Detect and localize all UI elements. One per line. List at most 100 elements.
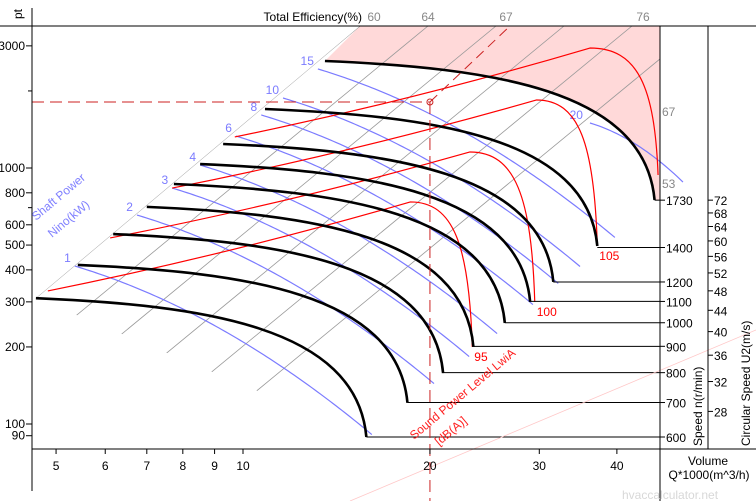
speed-tick-label: 700: [666, 397, 686, 411]
sound-power-line: [234, 47, 659, 176]
x-tick-label: 20: [423, 459, 437, 473]
shaft-power-lines: 1 2 3 4 6 8 10 15 20: [64, 54, 684, 435]
u2-tick-label: 72: [714, 194, 728, 208]
efficiency-lines: [36, 26, 660, 437]
speed-axis-label: Speed n(r/min): [691, 367, 705, 446]
shaft-power-line: [235, 135, 534, 305]
shaft-power-line: [171, 187, 470, 357]
x-tick-label: 8: [179, 459, 186, 473]
sound-power-line: [110, 151, 536, 302]
efficiency-tick-label: 64: [421, 10, 435, 24]
x-axis-label-line2: Q*1000(m^3/h): [669, 468, 750, 482]
y-tick-label: 100: [5, 417, 25, 431]
efficiency-tick-label: 76: [636, 10, 650, 24]
top-axis-label: Total Efficiency(%): [264, 10, 362, 24]
axes: pt Total Efficiency(%) Speed n(r/min) Ci…: [0, 8, 756, 501]
u2-tick-label: 32: [714, 376, 728, 390]
x-tick-label: 7: [143, 459, 150, 473]
x-axis-label-line1: Volume: [688, 454, 728, 468]
speed-tick-label: 1200: [666, 276, 693, 290]
speed-curve: [173, 182, 507, 324]
speed-tick-label: 1730: [666, 194, 693, 208]
shaft-power-label: 10: [266, 83, 280, 97]
y-tick-label: 800: [5, 186, 25, 200]
reference-line: [349, 329, 756, 501]
y-tick-label: 300: [5, 295, 25, 309]
x-tick-label: 9: [211, 459, 218, 473]
shaft-power-line: [282, 97, 581, 267]
u2-tick-label: 48: [714, 285, 728, 299]
x-tick-label: 30: [533, 459, 547, 473]
speed-curve: [35, 296, 368, 438]
u2-tick-label: 68: [714, 207, 728, 221]
u2-tick-label: 40: [714, 326, 728, 340]
efficiency-line: [36, 26, 497, 437]
shaft-power-line: [74, 265, 373, 435]
shaft-power-label: 6: [225, 121, 232, 135]
y-tick-label: 200: [5, 340, 25, 354]
shaft-power-label: 3: [161, 173, 168, 187]
sound-power-label: 105: [599, 249, 619, 263]
sound-power-line: [172, 99, 598, 246]
operating-point-marker: [426, 98, 434, 106]
y-tick-label: 500: [5, 238, 25, 252]
x-tick-label: 40: [610, 459, 624, 473]
efficiency-line: [36, 26, 429, 437]
y-axis-label: pt: [11, 8, 25, 19]
axis-ticks: 60 64 67 7667533000100080060050040030020010…: [0, 10, 728, 473]
speed-curve: [324, 59, 656, 201]
forbidden-region: [324, 26, 660, 200]
y-tick-label: 3000: [0, 39, 25, 53]
operating-point: [32, 25, 756, 501]
speed-curve: [146, 205, 475, 348]
speed-curve: [264, 107, 599, 247]
x-tick-label: 5: [53, 459, 60, 473]
speed-tick-label: 1000: [666, 317, 693, 331]
efficiency-side-label: 67: [662, 105, 676, 119]
sound-power-label: 95: [474, 350, 488, 364]
sound-power-line: [47, 201, 473, 347]
u2-tick-label: 56: [714, 250, 728, 264]
shaft-power-line: [199, 164, 498, 334]
efficiency-line: [36, 26, 361, 299]
shaft-power-label: 4: [189, 150, 196, 164]
speed-tick-label: 800: [666, 367, 686, 381]
y-tick-label: 1000: [0, 161, 25, 175]
u2-tick-label: 44: [714, 304, 728, 318]
speed-curve: [77, 263, 409, 403]
speed-tick-label: 600: [666, 431, 686, 445]
series-labels: Nino(kW) Shaft Power Sound Power Level L…: [29, 171, 518, 449]
speed-tick-label: 900: [666, 340, 686, 354]
speed-curve: [113, 232, 445, 374]
shaft-power-label: 8: [251, 100, 258, 114]
efficiency-line: [36, 26, 565, 437]
x-tick-label: 10: [236, 459, 250, 473]
u2-tick-label: 28: [714, 405, 728, 419]
shaft-power-label: 2: [126, 200, 133, 214]
efficiency-tick-label: 67: [499, 10, 513, 24]
y-tick-label: 600: [5, 218, 25, 232]
forbidden-region-fill: [324, 26, 660, 200]
speed-curve: [223, 142, 555, 283]
sound-power-label: 100: [537, 305, 557, 319]
shaft-power-label: 20: [570, 108, 584, 122]
x-tick-label: 6: [102, 459, 109, 473]
speed-tick-label: 1100: [666, 295, 692, 309]
u2-tick-label: 52: [714, 267, 728, 281]
y-tick-label: 90: [12, 429, 26, 443]
shaft-power-label: 1: [64, 251, 71, 265]
shaft-power-line: [136, 214, 435, 384]
u2-axis-label: Circular Speed U2(m/s): [739, 321, 753, 446]
speed-curves: [35, 59, 660, 438]
u2-tick-label: 64: [714, 220, 728, 234]
shaft-power-line: [261, 114, 559, 284]
shaft-power-line: [589, 122, 684, 183]
efficiency-tick-label: 60: [367, 10, 381, 24]
u2-tick-label: 36: [714, 349, 728, 363]
watermark: hvaccalculator.net: [622, 488, 719, 501]
speed-curve: [200, 162, 532, 302]
u2-tick-label: 60: [714, 235, 728, 249]
efficiency-side-label: 53: [662, 177, 676, 191]
speed-tick-label: 1400: [666, 241, 693, 255]
